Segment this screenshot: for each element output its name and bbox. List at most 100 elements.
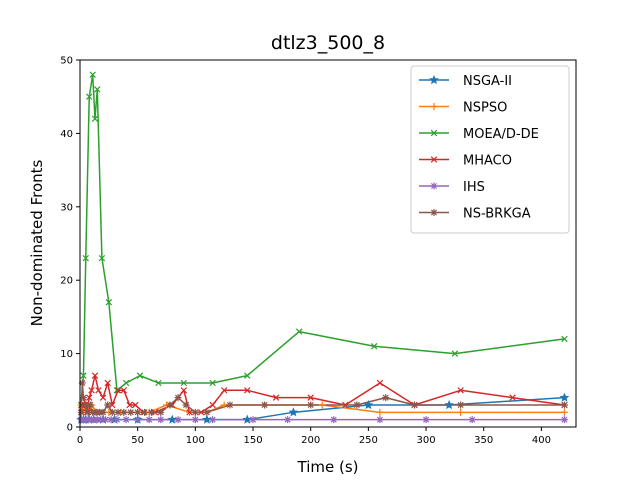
- data-point-ihs: [560, 416, 568, 424]
- data-point-moea-d-de: [136, 372, 144, 379]
- data-point-mhaco: [104, 379, 111, 387]
- data-point-ns-brkga: [82, 401, 90, 409]
- y-ticks: 0 10 20 30 40 50: [60, 56, 80, 434]
- data-point-mhaco: [95, 387, 102, 394]
- data-point-ns-brkga: [166, 401, 174, 409]
- data-point-ihs: [284, 416, 292, 424]
- data-point-nspso: [318, 401, 326, 409]
- data-point-mhaco: [126, 401, 133, 409]
- data-point-ihs: [122, 416, 130, 424]
- legend-label-ihs: IHS: [463, 180, 485, 195]
- legend-label-nsga-ii: NSGA-II: [463, 74, 512, 89]
- legend-marker-nspso: [430, 103, 438, 110]
- data-point-ns-brkga: [99, 408, 107, 416]
- data-point-nsga-ii: [444, 399, 454, 410]
- series-markers: [76, 71, 570, 424]
- data-point-ns-brkga: [86, 401, 94, 409]
- x-tick-label: 100: [186, 435, 205, 446]
- data-point-mhaco: [220, 387, 228, 394]
- data-point-mhaco: [99, 394, 107, 401]
- data-point-moea-d-de: [122, 379, 130, 387]
- data-point-ihs: [107, 416, 115, 424]
- x-ticks: 0 50 100 150 200 250 300 350 400: [77, 427, 551, 446]
- data-point-mhaco: [180, 387, 188, 394]
- y-tick-label: 20: [60, 276, 73, 287]
- data-point-ihs: [209, 416, 217, 424]
- data-point-ns-brkga: [148, 408, 156, 416]
- data-point-moea-d-de: [295, 328, 303, 335]
- data-point-ns-brkga: [78, 379, 86, 387]
- legend-marker-moea-d-de: [430, 129, 438, 137]
- legend-marker-mhaco: [430, 156, 438, 163]
- data-point-nsga-ii: [559, 392, 570, 402]
- data-point-ihs: [134, 416, 142, 424]
- data-point-ihs: [101, 416, 109, 424]
- data-point-moea-d-de: [89, 71, 96, 78]
- data-point-mhaco: [209, 401, 216, 409]
- legend-marker-ihs: [430, 182, 438, 190]
- data-point-moea-d-de: [82, 254, 89, 262]
- data-point-moea-d-de: [561, 335, 568, 343]
- data-point-ns-brkga: [174, 394, 182, 402]
- data-point-ihs: [145, 416, 153, 424]
- x-tick-label: 50: [131, 435, 144, 446]
- legend-label-moea-d-de: MOEA/D-DE: [463, 127, 539, 142]
- y-tick-label: 50: [60, 56, 73, 67]
- data-point-moea-d-de: [105, 298, 113, 306]
- data-point-ihs: [376, 416, 384, 424]
- legend-label-mhaco: MHACO: [463, 154, 512, 169]
- data-point-moea-d-de: [98, 254, 106, 262]
- data-point-nsga-ii: [202, 414, 212, 424]
- data-point-mhaco: [509, 394, 516, 401]
- data-point-mhaco: [120, 387, 128, 394]
- data-point-ihs: [113, 416, 121, 424]
- chart-title: dtlz3_500_8: [271, 32, 385, 54]
- data-point-ns-brkga: [114, 408, 122, 416]
- data-point-ihs: [174, 416, 182, 424]
- data-point-ns-brkga: [382, 394, 390, 402]
- data-point-moea-d-de: [451, 350, 459, 357]
- data-point-nspso: [457, 408, 465, 416]
- data-point-ihs: [157, 416, 165, 424]
- x-tick-label: 300: [416, 435, 435, 446]
- data-point-ns-brkga: [203, 408, 211, 416]
- data-point-mhaco: [307, 394, 314, 401]
- data-point-moea-d-de: [209, 379, 216, 387]
- x-tick-label: 200: [301, 435, 320, 446]
- data-point-ns-brkga: [134, 408, 142, 416]
- data-point-nspso: [560, 408, 568, 416]
- data-point-ns-brkga: [79, 394, 87, 402]
- data-point-mhaco: [186, 409, 193, 416]
- data-point-nsga-ii: [288, 407, 299, 417]
- data-point-moea-d-de: [91, 115, 99, 122]
- legend-marker-ns-brkga: [430, 209, 438, 216]
- data-point-mhaco: [91, 372, 99, 379]
- data-point-mhaco: [197, 409, 205, 416]
- data-point-ihs: [97, 416, 105, 424]
- data-point-ns-brkga: [261, 401, 269, 409]
- data-point-ihs: [191, 416, 199, 424]
- x-tick-label: 350: [474, 435, 493, 446]
- y-tick-label: 0: [67, 423, 73, 434]
- data-point-ihs: [422, 416, 430, 424]
- data-point-ns-brkga: [127, 408, 135, 416]
- data-point-ns-brkga: [84, 408, 92, 416]
- data-point-mhaco: [109, 401, 116, 409]
- data-point-nspso: [376, 408, 384, 416]
- data-point-ns-brkga: [141, 408, 149, 416]
- data-point-mhaco: [457, 387, 464, 394]
- data-point-moea-d-de: [244, 372, 251, 379]
- data-point-moea-d-de: [155, 379, 162, 387]
- data-point-moea-d-de: [80, 372, 87, 379]
- data-point-ns-brkga: [226, 401, 234, 409]
- data-point-ns-brkga: [457, 401, 465, 409]
- data-point-ihs: [249, 416, 257, 424]
- legend-marker-nsga-ii: [429, 74, 439, 85]
- data-point-moea-d-de: [370, 343, 378, 350]
- data-point-nsga-ii: [167, 414, 178, 424]
- data-point-moea-d-de: [180, 379, 188, 387]
- data-point-mhaco: [132, 401, 139, 409]
- data-point-ihs: [330, 416, 338, 424]
- legend: NSGA-II NSPSO MOEA/D-DE MHACO IHS NS-BRKGA: [410, 65, 570, 234]
